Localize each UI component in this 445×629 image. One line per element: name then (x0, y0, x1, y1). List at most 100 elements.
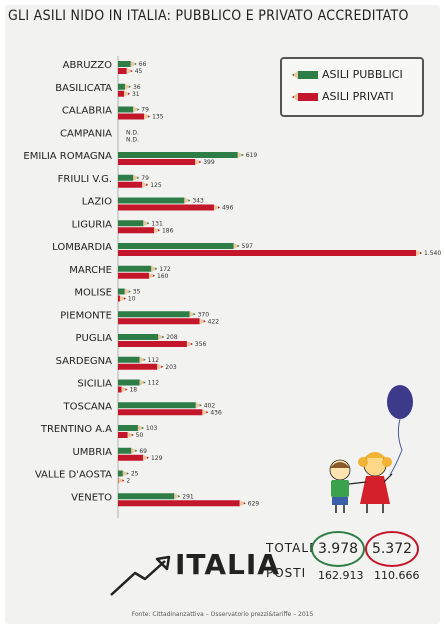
bar-private (118, 386, 128, 393)
value-label-public: 69 (139, 448, 147, 455)
bar-public (118, 197, 191, 204)
bar-public (118, 334, 165, 340)
value-label-private: 1.540 (424, 250, 441, 257)
bar-private (118, 204, 220, 211)
region-label: FRIULI V.G. (58, 174, 112, 185)
bar-public (118, 83, 131, 90)
region-label: PIEMONTE (60, 310, 112, 321)
bar-private (118, 90, 130, 97)
bar-public (118, 379, 146, 386)
bar-public (118, 425, 144, 431)
region-label: LIGURIA (72, 219, 112, 230)
value-label-private: 496 (222, 205, 234, 212)
bar-private (118, 272, 155, 279)
value-label-public: 25 (131, 471, 139, 478)
value-label-private: 129 (151, 455, 163, 462)
red-pencil-icon (292, 92, 318, 101)
value-label-public: 619 (246, 152, 258, 159)
value-label-private: 203 (165, 364, 177, 371)
bar-private (118, 432, 134, 438)
value-label-private: 422 (208, 318, 220, 325)
bar-public (118, 152, 244, 158)
value-label-private: 18 (129, 387, 137, 394)
legend-label-public: ASILI PUBBLICI (322, 68, 403, 81)
total-public-value: 3.978 (317, 541, 359, 557)
bar-public (118, 470, 129, 477)
bar-public (118, 447, 138, 454)
bar-private (118, 409, 209, 416)
region-label: EMILIA ROMAGNA (23, 151, 112, 162)
value-label-public: 36 (133, 84, 141, 91)
value-label-private: 45 (135, 68, 143, 75)
bar-private (118, 113, 151, 120)
region-label: VENETO (71, 492, 112, 503)
legend: ASILI PUBBLICI ASILI PRIVATI (280, 57, 424, 117)
bar-public (118, 356, 146, 363)
value-label-public: 66 (139, 61, 147, 68)
value-label-private: 399 (203, 159, 215, 166)
bar-public (118, 311, 196, 318)
bar-public (118, 220, 150, 227)
value-label-public: 112 (148, 380, 160, 387)
region-label: MARCHE (69, 265, 112, 276)
value-label-public: 131 (151, 220, 163, 227)
region-label: CALABRIA (62, 106, 112, 117)
region-label: PUGLIA (76, 333, 113, 344)
bar-private (118, 318, 206, 325)
bar-private (118, 181, 149, 188)
bar-public (118, 61, 137, 67)
legend-item-public: ASILI PUBBLICI (292, 68, 403, 81)
bar-private (118, 477, 125, 484)
total-private-value: 5.372 (371, 541, 413, 557)
bar-public (118, 288, 131, 295)
bar-private (118, 363, 164, 370)
posti-label: POSTI (266, 566, 307, 580)
bar-private (118, 341, 193, 347)
arrow-icon (110, 555, 171, 596)
region-label: LAZIO (82, 197, 112, 208)
region-label: TRENTINO A.A (40, 424, 112, 435)
children-with-balloon-illustration (329, 385, 413, 513)
value-label-private: 31 (132, 91, 140, 98)
bar-public (118, 243, 240, 249)
region-label: CAMPANIA (60, 128, 112, 139)
total-public-badge: 3.978 (311, 531, 365, 567)
value-label-public: 208 (166, 334, 178, 341)
italia-label: ITALIA (175, 548, 280, 581)
page-title: GLI ASILI NIDO IN ITALIA: PUBBLICO E PRI… (8, 8, 409, 24)
bar-private (118, 227, 160, 234)
bar-public (118, 106, 140, 113)
total-private-badge: 5.372 (365, 531, 419, 567)
value-label-public: 103 (146, 425, 158, 432)
bar-private (118, 250, 422, 256)
bar-private (118, 500, 246, 507)
value-label-private: 629 (248, 500, 260, 507)
value-label-private: 125 (150, 182, 162, 189)
posti-private-value: 110.666 (374, 569, 420, 582)
value-label-private: 160 (157, 273, 169, 280)
value-label-public: 112 (148, 357, 160, 364)
legend-label-private: ASILI PRIVATI (322, 90, 394, 103)
value-label-public: 343 (192, 198, 204, 205)
region-label: VALLE D'AOSTA (35, 470, 112, 481)
value-label-public: 370 (198, 311, 210, 318)
bar-public (118, 493, 181, 500)
value-label-public: 79 (141, 175, 149, 182)
bar-public (118, 265, 158, 272)
value-label-private: 436 (210, 409, 222, 416)
totale-label: TOTALE (266, 541, 318, 555)
value-label-private: 135 (152, 114, 164, 121)
region-label: LOMBARDIA (52, 242, 112, 253)
value-label-private: 2 (126, 478, 130, 485)
value-label-private: N.D. (126, 136, 139, 143)
value-label-private: 186 (162, 227, 174, 234)
legend-item-private: ASILI PRIVATI (292, 90, 394, 103)
region-label: TOSCANA (63, 401, 113, 412)
value-label-public: 35 (133, 289, 141, 296)
source-note: Fonte: Cittadinanzattiva – Osservatorio … (131, 611, 314, 618)
value-label-public: 79 (141, 107, 149, 114)
region-label: BASILICATA (55, 83, 112, 94)
region-label: MOLISE (74, 288, 112, 299)
region-label: SARDEGNA (56, 356, 113, 367)
